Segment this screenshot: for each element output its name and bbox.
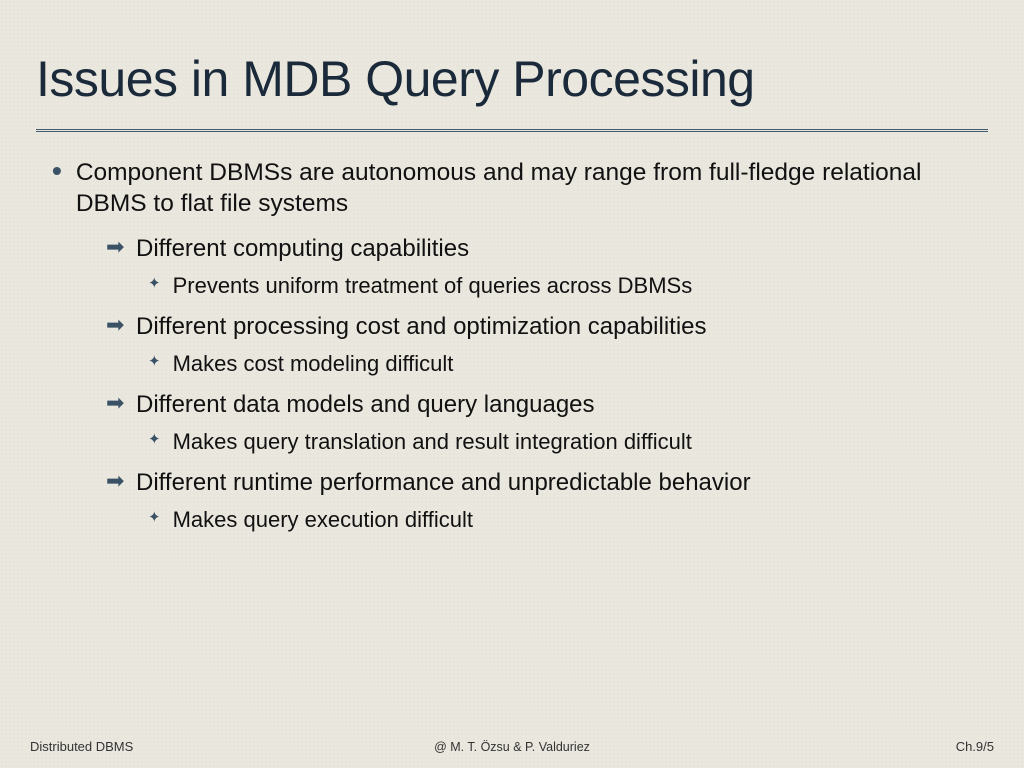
footer-right: Ch.9/5 xyxy=(956,739,994,754)
arrow-item: ➡ Different computing capabilities xyxy=(106,233,988,264)
diamond-icon: ✦ xyxy=(148,272,161,296)
arrow-item: ➡ Different runtime performance and unpr… xyxy=(106,467,988,498)
diamond-item: ✦ Prevents uniform treatment of queries … xyxy=(148,272,988,301)
title-divider xyxy=(36,129,988,132)
arrow-text: Different processing cost and optimizati… xyxy=(136,311,707,342)
slide-container: Issues in MDB Query Processing • Compone… xyxy=(0,0,1024,768)
footer-left: Distributed DBMS xyxy=(30,739,133,754)
content-area: • Component DBMSs are autonomous and may… xyxy=(36,158,988,534)
arrow-text: Different runtime performance and unpred… xyxy=(136,467,751,498)
bullet-item: • Component DBMSs are autonomous and may… xyxy=(52,158,988,219)
arrow-right-icon: ➡ xyxy=(106,233,128,262)
diamond-text: Makes cost modeling difficult xyxy=(173,350,454,379)
footer-center: @ M. T. Özsu & P. Valduriez xyxy=(434,740,590,754)
diamond-item: ✦ Makes cost modeling difficult xyxy=(148,350,988,379)
diamond-text: Prevents uniform treatment of queries ac… xyxy=(173,272,693,301)
arrow-right-icon: ➡ xyxy=(106,389,128,418)
diamond-item: ✦ Makes query translation and result int… xyxy=(148,428,988,457)
diamond-icon: ✦ xyxy=(148,350,161,374)
diamond-text: Makes query execution difficult xyxy=(173,506,473,535)
arrow-item: ➡ Different processing cost and optimiza… xyxy=(106,311,988,342)
diamond-icon: ✦ xyxy=(148,506,161,530)
diamond-item: ✦ Makes query execution difficult xyxy=(148,506,988,535)
arrow-right-icon: ➡ xyxy=(106,467,128,496)
arrow-right-icon: ➡ xyxy=(106,311,128,340)
slide-title: Issues in MDB Query Processing xyxy=(36,52,988,107)
diamond-text: Makes query translation and result integ… xyxy=(173,428,692,457)
arrow-text: Different computing capabilities xyxy=(136,233,469,264)
arrow-text: Different data models and query language… xyxy=(136,389,595,420)
sub-bullet-group: ➡ Different computing capabilities ✦ Pre… xyxy=(106,233,988,534)
bullet-text: Component DBMSs are autonomous and may r… xyxy=(76,158,988,219)
arrow-item: ➡ Different data models and query langua… xyxy=(106,389,988,420)
diamond-icon: ✦ xyxy=(148,428,161,452)
bullet-icon: • xyxy=(52,160,62,182)
footer: Distributed DBMS @ M. T. Özsu & P. Valdu… xyxy=(0,739,1024,754)
